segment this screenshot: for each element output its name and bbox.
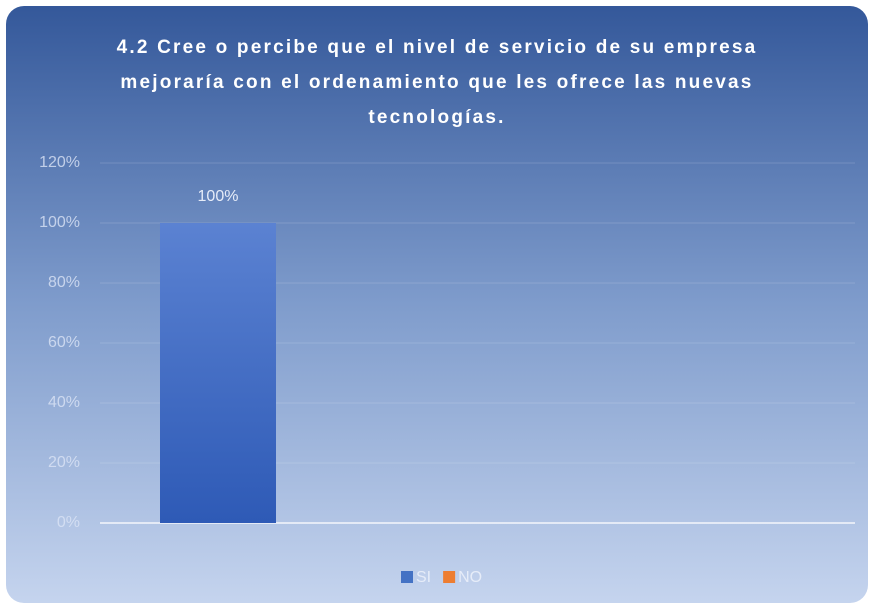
chart-title: 4.2 Cree o percibe que el nivel de servi… bbox=[116, 37, 758, 128]
y-tick-label: 0% bbox=[57, 514, 80, 531]
legend-swatch bbox=[443, 571, 456, 583]
legend-swatch bbox=[401, 571, 413, 583]
y-tick-label: 80% bbox=[48, 274, 80, 291]
data-label: 100% bbox=[198, 188, 239, 205]
legend-label: SI bbox=[416, 569, 431, 586]
y-tick-label: 60% bbox=[48, 334, 80, 351]
y-tick-label: 100% bbox=[39, 214, 80, 231]
y-tick-label: 20% bbox=[48, 454, 80, 471]
legend-label: NO bbox=[458, 569, 482, 586]
y-tick-label: 120% bbox=[39, 154, 80, 171]
y-tick-label: 40% bbox=[48, 394, 80, 411]
bar bbox=[160, 223, 276, 523]
